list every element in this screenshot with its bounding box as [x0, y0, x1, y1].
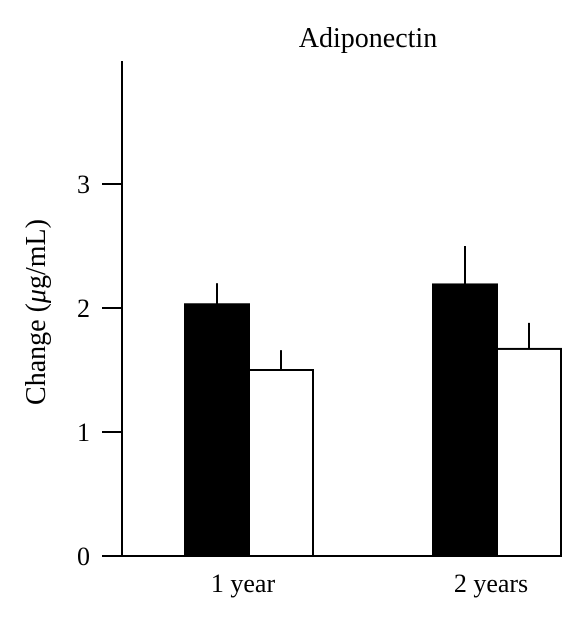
y-ticks: 0 1 2 3	[77, 170, 122, 571]
plot-area: 0 1 2 3 1 year 2 years	[77, 61, 562, 598]
bar	[184, 303, 250, 557]
bars	[184, 246, 562, 558]
y-tick-label: 1	[77, 418, 90, 447]
x-ticks: 1 year 2 years	[211, 569, 528, 598]
y-axis-label: Change (μg/mL)	[21, 219, 52, 405]
x-tick-label: 1 year	[211, 569, 276, 598]
y-tick-label: 0	[77, 542, 90, 571]
y-tick-label: 3	[77, 170, 90, 199]
bar	[432, 283, 498, 557]
y-axis-label-unit-symbol: μ	[21, 289, 52, 304]
chart-title: Adiponectin	[299, 23, 437, 54]
y-axis-label-prefix: Change (	[21, 303, 52, 405]
x-tick-label: 2 years	[454, 569, 528, 598]
y-tick-label: 2	[77, 294, 90, 323]
bar	[496, 347, 562, 558]
y-axis-label-unit-rest: g/mL)	[21, 219, 52, 289]
bar	[248, 369, 314, 557]
